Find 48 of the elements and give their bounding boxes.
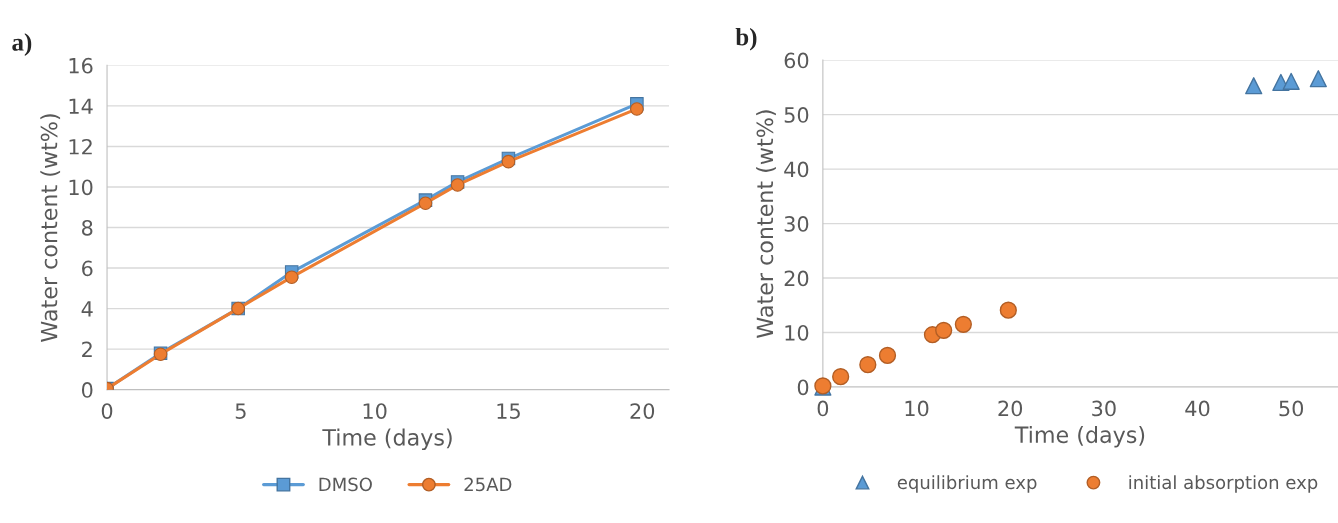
x-tick-label: 30 xyxy=(1092,400,1116,417)
y-axis-title: Water content (wt%) xyxy=(40,114,61,342)
x-tick-label: 10 xyxy=(363,403,387,419)
y-tick-label: 0 xyxy=(81,382,93,398)
point xyxy=(1309,70,1327,88)
x-tick-label: 20 xyxy=(630,403,655,419)
x-axis-title: Time (days) xyxy=(322,428,452,451)
y-tick-label: 14 xyxy=(69,98,93,114)
point xyxy=(935,321,953,339)
y-tick-label: 60 xyxy=(784,52,809,69)
point xyxy=(954,315,972,333)
y-tick-label: 50 xyxy=(784,107,809,123)
x-tick-label: 10 xyxy=(905,400,929,417)
chart-title: a) xyxy=(12,33,32,56)
y-tick-label: 40 xyxy=(784,161,809,178)
y-tick-label: 12 xyxy=(69,138,92,155)
y-tick-label: 8 xyxy=(82,219,93,236)
point xyxy=(859,356,877,374)
y-tick-label: 6 xyxy=(82,260,93,277)
y-tick-label: 4 xyxy=(81,301,93,317)
y-tick-label: 0 xyxy=(797,379,809,396)
legend-label: equilibrium exp xyxy=(897,475,1037,493)
point xyxy=(1282,72,1300,91)
y-tick-label: 16 xyxy=(69,57,93,74)
x-axis-title: Time (days) xyxy=(1014,425,1145,448)
point xyxy=(630,102,644,116)
y-tick-label: 30 xyxy=(784,216,809,232)
y-tick-label: 10 xyxy=(785,324,809,341)
x-tick-label: 0 xyxy=(101,403,113,419)
y-tick-label: 2 xyxy=(82,341,92,358)
point xyxy=(1245,77,1263,95)
legend-label: DMSO xyxy=(319,477,372,492)
x-tick-label: 5 xyxy=(235,403,246,419)
point xyxy=(832,368,850,386)
y-tick-label: 10 xyxy=(69,179,93,196)
x-tick-label: 50 xyxy=(1279,400,1304,417)
point xyxy=(878,346,897,365)
point xyxy=(999,301,1017,319)
y-tick-label: 20 xyxy=(784,270,809,287)
y-axis-title: Water content (wt%) xyxy=(756,110,776,338)
chart-title: b) xyxy=(735,27,757,51)
x-tick-label: 40 xyxy=(1185,400,1210,417)
legend-label: initial absorption exp xyxy=(1129,475,1318,493)
point xyxy=(284,270,299,284)
x-tick-label: 20 xyxy=(998,400,1023,417)
x-tick-label: 15 xyxy=(497,403,520,419)
legend-label: 25AD xyxy=(464,477,512,492)
x-tick-label: 0 xyxy=(817,400,829,417)
